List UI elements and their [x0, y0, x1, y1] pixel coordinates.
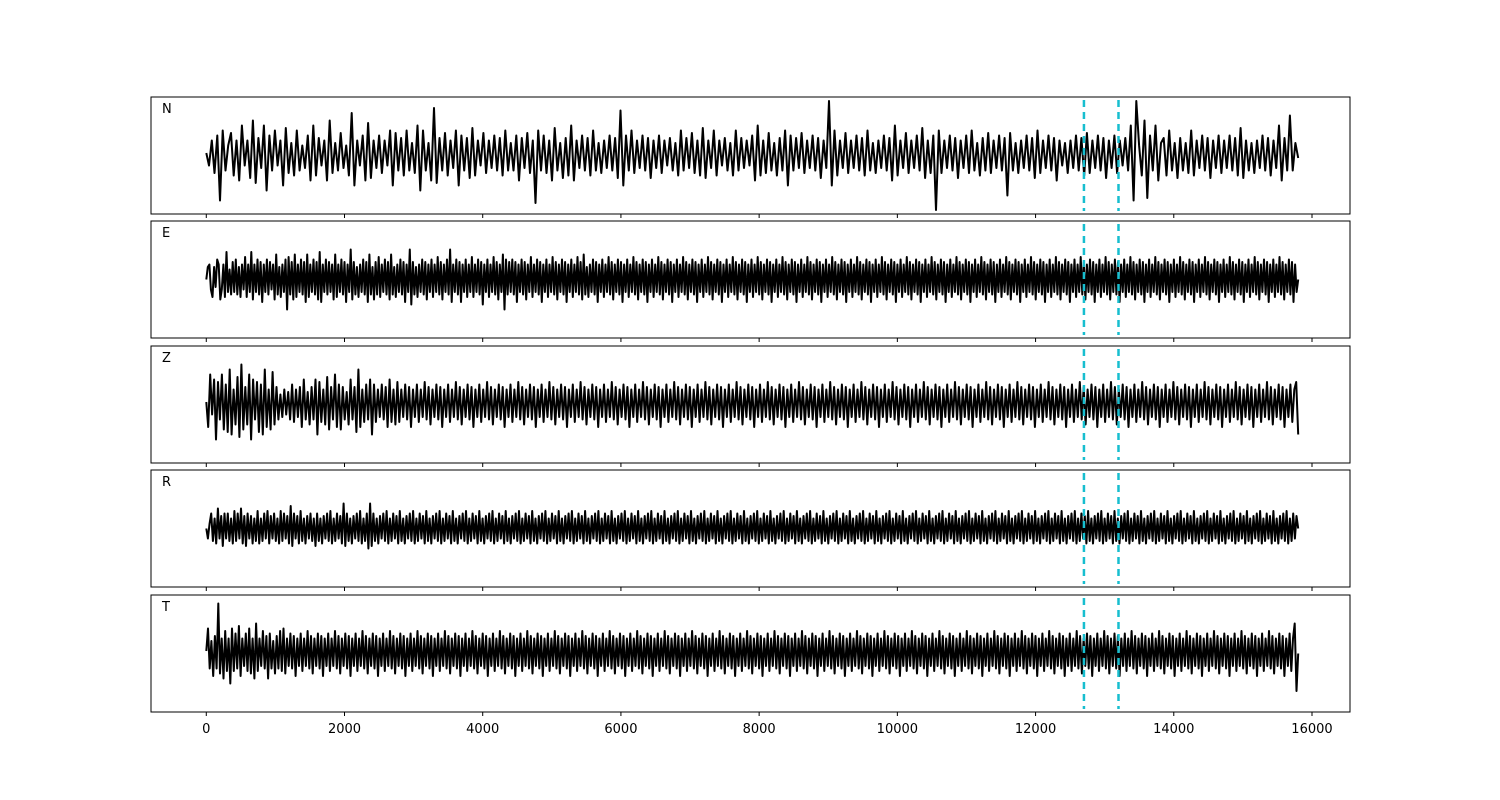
panel-label: E [162, 226, 170, 241]
panel-frame [150, 345, 1351, 464]
x-tick-label: 10000 [877, 722, 918, 737]
panel-frame [150, 469, 1351, 588]
panel-label: R [162, 475, 171, 490]
x-tick-label: 14000 [1153, 722, 1194, 737]
x-tick-label: 2000 [328, 722, 361, 737]
trace-e [205, 248, 1300, 311]
panel-frame [150, 220, 1351, 339]
panel-z: Z [150, 345, 1351, 467]
x-tick-label: 8000 [743, 722, 776, 737]
panel-t: T [150, 594, 1351, 716]
x-tick-label: 6000 [604, 722, 637, 737]
trace-r [205, 502, 1300, 550]
panel-e: E [150, 220, 1351, 342]
panel-label: Z [162, 351, 171, 366]
panel-frame [150, 594, 1351, 713]
panel-label: N [162, 102, 172, 117]
x-tick-label: 0 [202, 722, 210, 737]
x-tick-label: 16000 [1291, 722, 1332, 737]
panel-label: T [161, 600, 170, 615]
trace-t [205, 602, 1300, 692]
x-axis: 0 2000 4000 6000 8000 10000 12000 14000 16000 [202, 722, 1333, 737]
panel-frame [150, 96, 1351, 215]
panel-n: N [150, 96, 1351, 218]
x-tick-label: 4000 [466, 722, 499, 737]
trace-z [205, 363, 1300, 441]
trace-n [205, 100, 1300, 211]
panel-r: R [150, 469, 1351, 591]
x-tick-label: 12000 [1015, 722, 1056, 737]
